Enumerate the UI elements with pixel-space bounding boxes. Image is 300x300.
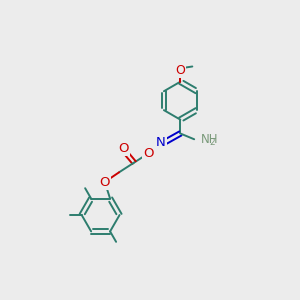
Text: N: N bbox=[156, 136, 166, 149]
Text: O: O bbox=[99, 176, 110, 189]
Text: O: O bbox=[176, 64, 185, 77]
Text: 2: 2 bbox=[209, 137, 215, 146]
Text: O: O bbox=[118, 142, 129, 155]
Text: O: O bbox=[143, 147, 154, 160]
Text: NH: NH bbox=[201, 133, 219, 146]
